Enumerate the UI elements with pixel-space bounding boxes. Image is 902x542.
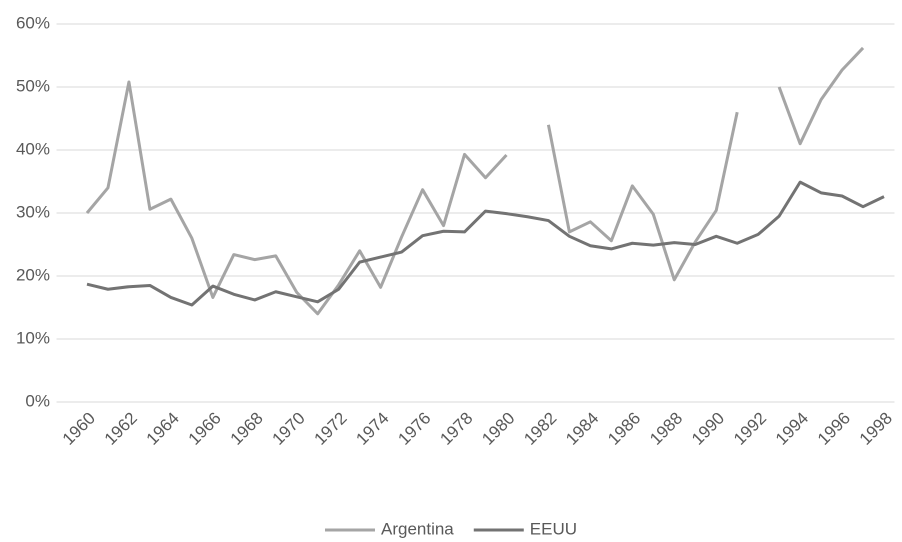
x-tick-label: 1976 (394, 409, 434, 449)
series-line (777, 46, 865, 146)
x-tick-label: 1964 (143, 409, 183, 449)
x-tick-label: 1960 (59, 409, 99, 449)
y-tick-label: 0% (25, 391, 50, 410)
y-tick-label: 30% (16, 202, 50, 221)
x-tick-label: 1962 (101, 409, 141, 449)
x-tick-label: 1988 (646, 409, 686, 449)
legend-label: EEUU (530, 519, 577, 538)
x-tick-label: 1984 (562, 409, 602, 449)
x-tick-label: 1978 (436, 409, 476, 449)
x-tick-label: 1968 (227, 409, 267, 449)
y-tick-label: 20% (16, 265, 50, 284)
y-tick-label: 50% (16, 76, 50, 95)
y-tick-label: 40% (16, 139, 50, 158)
x-tick-label: 1986 (604, 409, 644, 449)
x-tick-label: 1996 (814, 409, 854, 449)
x-tick-label: 1992 (730, 409, 770, 449)
x-tick-label: 1998 (856, 409, 896, 449)
x-tick-label: 1994 (772, 409, 812, 449)
x-tick-label: 1972 (310, 409, 350, 449)
y-tick-label: 60% (16, 13, 50, 32)
x-tick-label: 1980 (478, 409, 518, 449)
x-tick-label: 1990 (688, 409, 728, 449)
series-line (546, 111, 739, 282)
series-line (85, 80, 508, 316)
x-tick-label: 1982 (520, 409, 560, 449)
y-tick-label: 10% (16, 328, 50, 347)
legend-label: Argentina (381, 519, 454, 538)
x-tick-label: 1974 (352, 409, 392, 449)
series-line (86, 180, 885, 307)
x-tick-label: 1966 (185, 409, 225, 449)
x-tick-label: 1970 (269, 409, 309, 449)
